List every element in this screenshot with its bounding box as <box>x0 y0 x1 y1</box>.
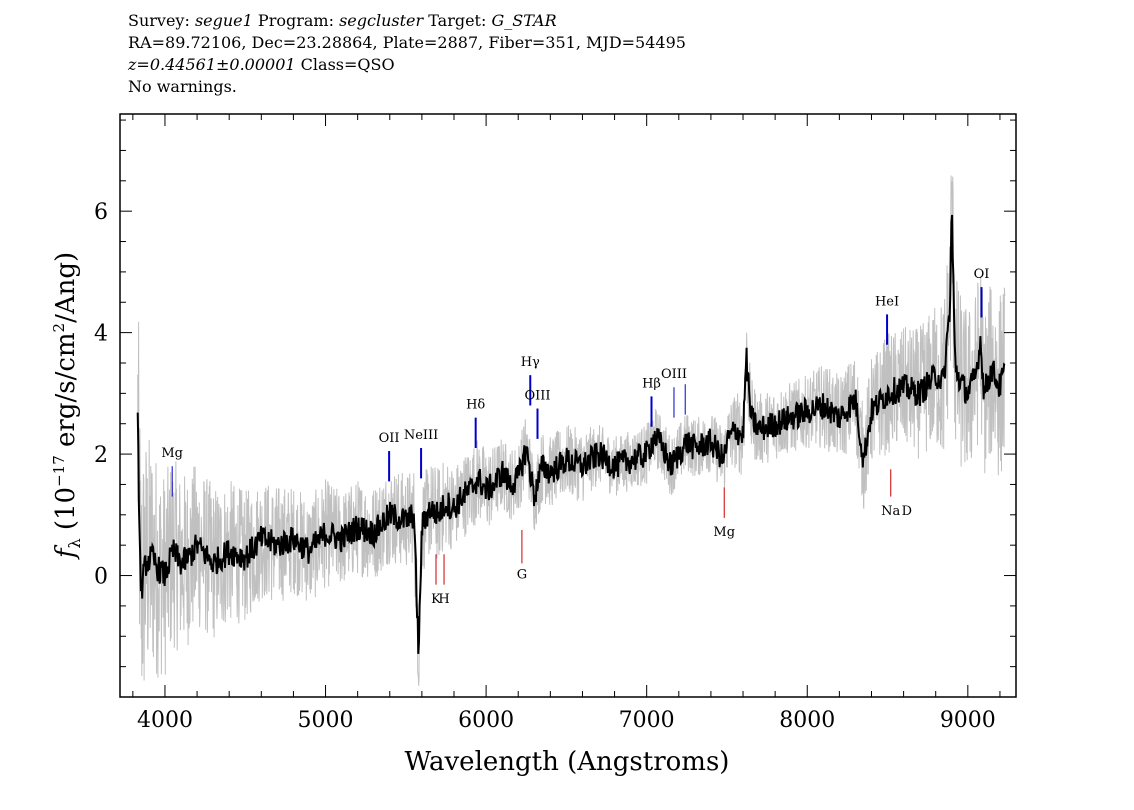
x-tick-label: 9000 <box>940 708 996 733</box>
axis-ticks: 4000 5000 6000 7000 8000 9000 0 2 4 6 <box>94 114 1016 733</box>
y-axis-title: fλ (10−17 erg/s/cm2/Ang) <box>50 252 84 560</box>
y-axis-title-exp1: −17 <box>50 455 68 487</box>
y-tick-label: 6 <box>94 200 108 225</box>
plot-border <box>119 113 1017 698</box>
spectral-line-label: Hδ <box>466 398 485 413</box>
spectral-line-label: K <box>431 592 441 607</box>
x-tick-label: 4000 <box>137 708 193 733</box>
header-line-redshift: z=0.44561±0.00001 Class=QSO <box>128 54 686 76</box>
spectral-line-label: D <box>902 504 912 519</box>
header-line-warnings: No warnings. <box>128 77 237 96</box>
spectral-line-label: Mg <box>161 446 183 461</box>
spectral-line-label: G <box>517 568 527 583</box>
spectral-line-label: H <box>438 592 449 607</box>
y-axis-title-exp2: 2 <box>50 323 68 333</box>
spectral-line-label: Na <box>881 504 900 519</box>
target-label: Target: <box>428 11 487 30</box>
flux-layer <box>136 214 1006 654</box>
spectral-line-label: Hβ <box>642 376 661 391</box>
spectral-line-label: OII <box>379 431 400 446</box>
noise-layer <box>137 175 1006 686</box>
spectral-line-label: Mg <box>713 525 735 540</box>
x-axis-title: Wavelength (Angstroms) <box>405 747 730 777</box>
flux-series <box>136 214 1006 654</box>
x-tick-label: 7000 <box>619 708 675 733</box>
spectral-line-label: OIII <box>661 367 687 382</box>
program-label: Program: <box>257 11 334 30</box>
y-tick-label: 0 <box>94 565 108 590</box>
spectral-line-label: Hγ <box>521 355 540 370</box>
survey-label: Survey: <box>128 11 190 30</box>
y-axis-title-sub: λ <box>65 538 84 548</box>
class-value: Class=QSO <box>300 55 395 74</box>
x-tick-label: 8000 <box>779 708 835 733</box>
redshift-value: z=0.44561±0.00001 <box>128 55 296 74</box>
flux-noise-series <box>137 175 1006 686</box>
target-value: G_STAR <box>491 11 557 30</box>
header-line-coordinates: RA=89.72106, Dec=23.28864, Plate=2887, F… <box>128 33 686 52</box>
plot-frame <box>119 113 1017 698</box>
spectral-line-label: HeI <box>875 294 899 309</box>
y-tick-label: 4 <box>94 322 108 347</box>
spectrum-header: Survey: segue1 Program: segcluster Targe… <box>128 10 686 98</box>
y-axis-title-c: /Ang) <box>51 252 81 323</box>
y-axis-title-b: erg/s/cm <box>51 332 81 455</box>
y-tick-label: 2 <box>94 443 108 468</box>
spectral-line-label: NeIII <box>404 428 438 443</box>
program-value: segcluster <box>339 11 424 30</box>
y-axis-title-a: (10 <box>51 487 81 539</box>
header-line-survey: Survey: segue1 Program: segcluster Targe… <box>128 10 686 32</box>
x-tick-label: 5000 <box>298 708 354 733</box>
survey-value: segue1 <box>194 11 253 30</box>
spectral-line-label: OIII <box>524 388 550 403</box>
spectral-line-label: OI <box>974 267 990 282</box>
x-tick-label: 6000 <box>458 708 514 733</box>
